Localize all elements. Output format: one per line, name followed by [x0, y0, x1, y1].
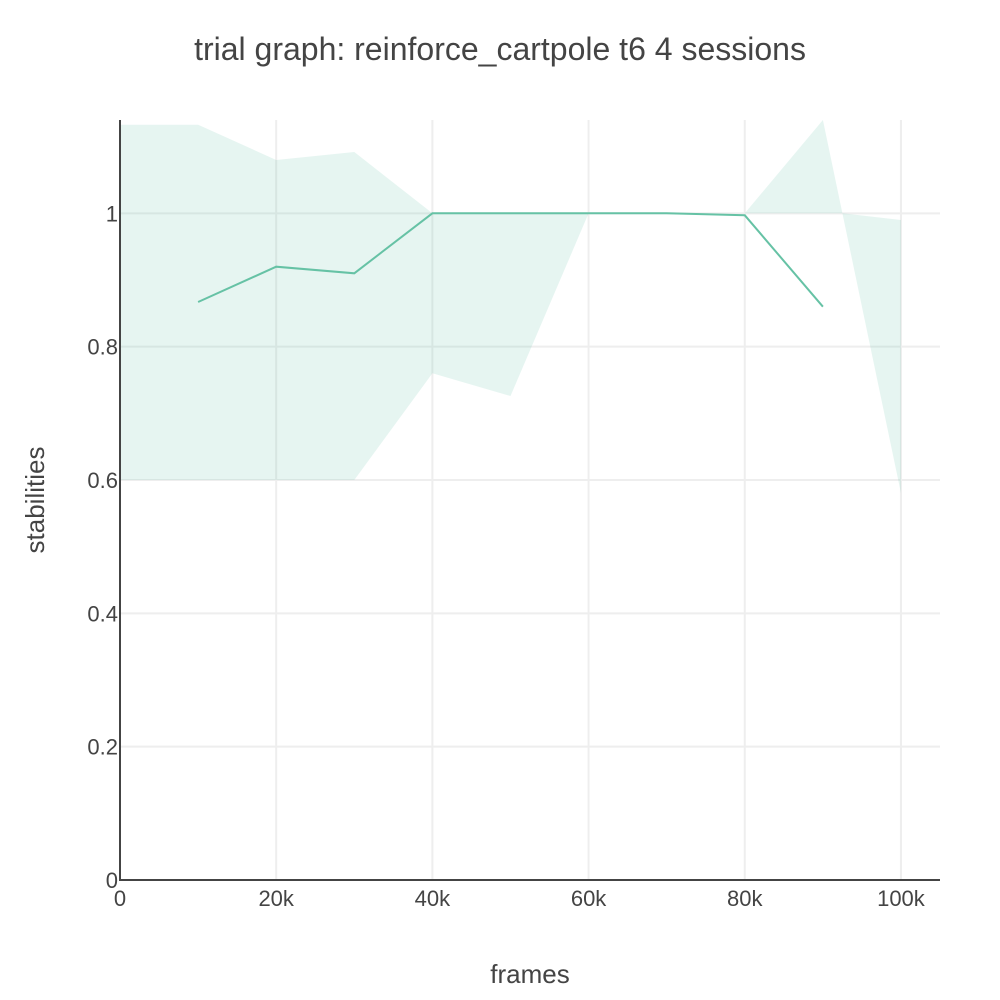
tick-labels: 0 20k 40k 60k 80k 100k 0 0.2 0.4 0.6 0.8 1 [87, 201, 925, 911]
x-axis-label: frames [490, 959, 569, 989]
series-layer [197, 212, 824, 308]
y-tick-label-1: 0.2 [87, 735, 118, 760]
grid-lines [120, 120, 940, 880]
axes [119, 120, 940, 881]
x-tick-label-3: 60k [571, 886, 607, 911]
x-tick-label-5: 100k [877, 886, 926, 911]
x-tick-label-4: 80k [727, 886, 763, 911]
x-tick-label-0: 0 [114, 886, 126, 911]
y-tick-label-5: 1 [106, 201, 118, 226]
chart-title: trial graph: reinforce_cartpole t6 4 ses… [194, 31, 806, 67]
y-axis-label: stabilities [20, 447, 50, 554]
y-tick-label-3: 0.6 [87, 468, 118, 493]
y-tick-label-4: 0.8 [87, 335, 118, 360]
x-tick-label-1: 20k [258, 886, 294, 911]
x-tick-label-2: 40k [415, 886, 451, 911]
y-tick-label-2: 0.4 [87, 601, 118, 626]
confidence-band [120, 120, 901, 494]
series-line-0 [197, 212, 824, 308]
confidence-band-layer [120, 120, 901, 494]
y-tick-label-0: 0 [106, 868, 118, 893]
